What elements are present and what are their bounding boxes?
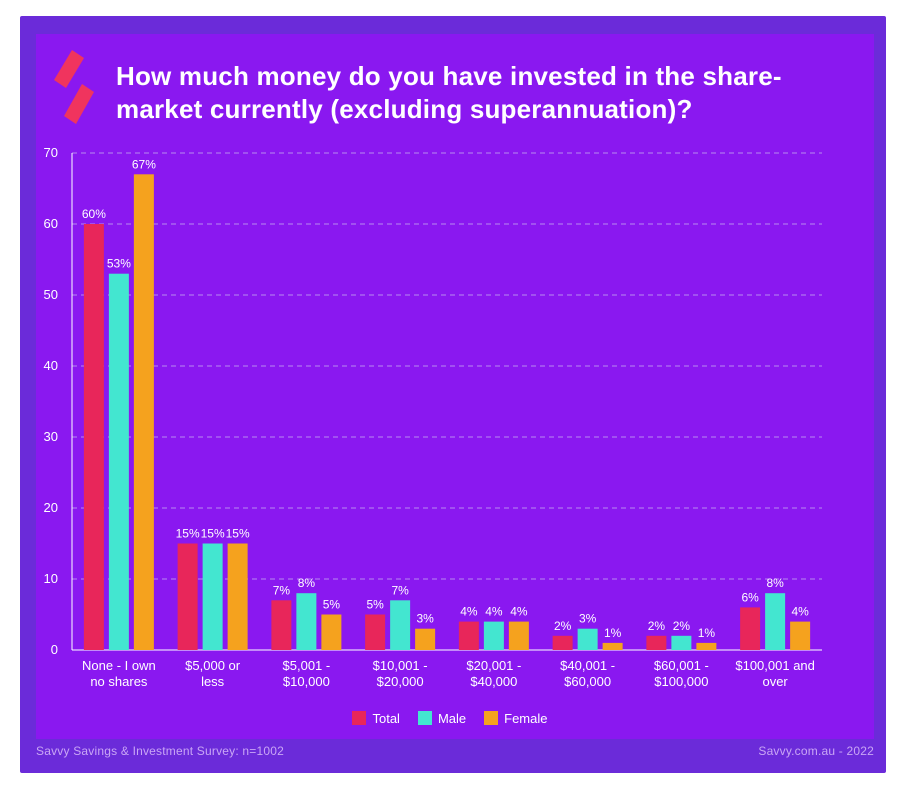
x-tick-label: $40,001 - bbox=[560, 658, 615, 673]
x-tick-label: $20,000 bbox=[377, 674, 424, 689]
survey-source-note: Savvy Savings & Investment Survey: n=100… bbox=[36, 744, 284, 758]
chart-legend: Total Male Female bbox=[0, 708, 900, 728]
site-credit: Savvy.com.au - 2022 bbox=[758, 744, 874, 758]
legend-label: Male bbox=[437, 710, 467, 726]
chart-title: How much money do you have invested in t… bbox=[116, 61, 782, 124]
data-label: 8% bbox=[766, 576, 784, 590]
bar-male bbox=[108, 273, 129, 650]
bar-male bbox=[671, 635, 692, 650]
x-tick-label: no shares bbox=[90, 674, 148, 689]
data-label: 53% bbox=[107, 257, 131, 271]
chart-panel bbox=[36, 34, 874, 739]
data-label: 15% bbox=[226, 527, 250, 541]
bar-total bbox=[365, 614, 386, 650]
bar-female bbox=[790, 621, 811, 650]
data-label: 15% bbox=[201, 527, 225, 541]
savvy-logo-icon bbox=[54, 50, 94, 124]
data-label: 5% bbox=[323, 598, 341, 612]
bar-female bbox=[602, 642, 623, 650]
bar-male bbox=[202, 543, 223, 650]
data-label: 2% bbox=[648, 619, 666, 633]
data-label: 4% bbox=[510, 605, 528, 619]
bar-male bbox=[577, 628, 598, 650]
legend-label: Total bbox=[372, 710, 400, 726]
bar-female bbox=[508, 621, 529, 650]
y-tick-label: 50 bbox=[44, 287, 58, 302]
x-tick-label: $10,000 bbox=[283, 674, 330, 689]
data-label: 3% bbox=[579, 612, 597, 626]
bar-total bbox=[458, 621, 479, 650]
legend-item-total: Total bbox=[352, 710, 400, 726]
legend-item-female: Female bbox=[484, 710, 548, 726]
bar-total bbox=[83, 224, 104, 650]
data-label: 3% bbox=[416, 612, 434, 626]
data-label: 15% bbox=[176, 527, 200, 541]
data-label: 67% bbox=[132, 157, 156, 171]
x-tick-label: None - I own bbox=[82, 658, 156, 673]
x-tick-label: $100,000 bbox=[654, 674, 708, 689]
data-label: 2% bbox=[673, 619, 691, 633]
data-label: 2% bbox=[554, 619, 572, 633]
x-tick-label: $100,001 and bbox=[735, 658, 815, 673]
bar-total bbox=[552, 635, 573, 650]
data-label: 1% bbox=[604, 626, 622, 640]
x-tick-label: $60,000 bbox=[564, 674, 611, 689]
bar-male bbox=[296, 593, 317, 650]
bar-male bbox=[390, 600, 411, 650]
data-label: 60% bbox=[82, 207, 106, 221]
y-tick-label: 70 bbox=[44, 145, 58, 160]
x-tick-label: $5,001 - bbox=[283, 658, 331, 673]
bar-female bbox=[696, 642, 717, 650]
bar-male bbox=[765, 593, 786, 650]
data-label: 4% bbox=[791, 605, 809, 619]
data-label: 1% bbox=[698, 626, 716, 640]
y-tick-label: 40 bbox=[44, 358, 58, 373]
bar-total bbox=[740, 607, 761, 650]
legend-swatch bbox=[417, 711, 432, 725]
data-label: 6% bbox=[741, 590, 759, 604]
legend-item-male: Male bbox=[417, 710, 467, 726]
bar-male bbox=[483, 621, 504, 650]
data-label: 4% bbox=[460, 605, 478, 619]
bar-total bbox=[271, 600, 292, 650]
data-label: 4% bbox=[485, 605, 503, 619]
data-label: 5% bbox=[366, 598, 384, 612]
bar-female bbox=[321, 614, 342, 650]
legend-swatch bbox=[352, 711, 367, 725]
x-tick-label: $5,000 or bbox=[185, 658, 241, 673]
x-tick-label: over bbox=[762, 674, 788, 689]
bar-total bbox=[177, 543, 198, 650]
y-tick-label: 0 bbox=[51, 642, 58, 657]
legend-label: Female bbox=[504, 710, 548, 726]
x-tick-label: $60,001 - bbox=[654, 658, 709, 673]
x-tick-label: $10,001 - bbox=[373, 658, 428, 673]
y-tick-label: 60 bbox=[44, 216, 58, 231]
y-tick-label: 10 bbox=[44, 571, 58, 586]
bar-female bbox=[415, 628, 436, 650]
data-label: 7% bbox=[391, 583, 409, 597]
x-tick-label: $40,000 bbox=[470, 674, 517, 689]
legend-swatch bbox=[484, 711, 499, 725]
y-tick-label: 30 bbox=[44, 429, 58, 444]
bar-female bbox=[227, 543, 248, 650]
bar-female bbox=[133, 174, 154, 651]
x-tick-label: less bbox=[201, 674, 225, 689]
data-label: 8% bbox=[298, 576, 316, 590]
y-tick-label: 20 bbox=[44, 500, 58, 515]
x-tick-label: $20,001 - bbox=[466, 658, 521, 673]
bar-total bbox=[646, 635, 667, 650]
data-label: 7% bbox=[273, 583, 291, 597]
